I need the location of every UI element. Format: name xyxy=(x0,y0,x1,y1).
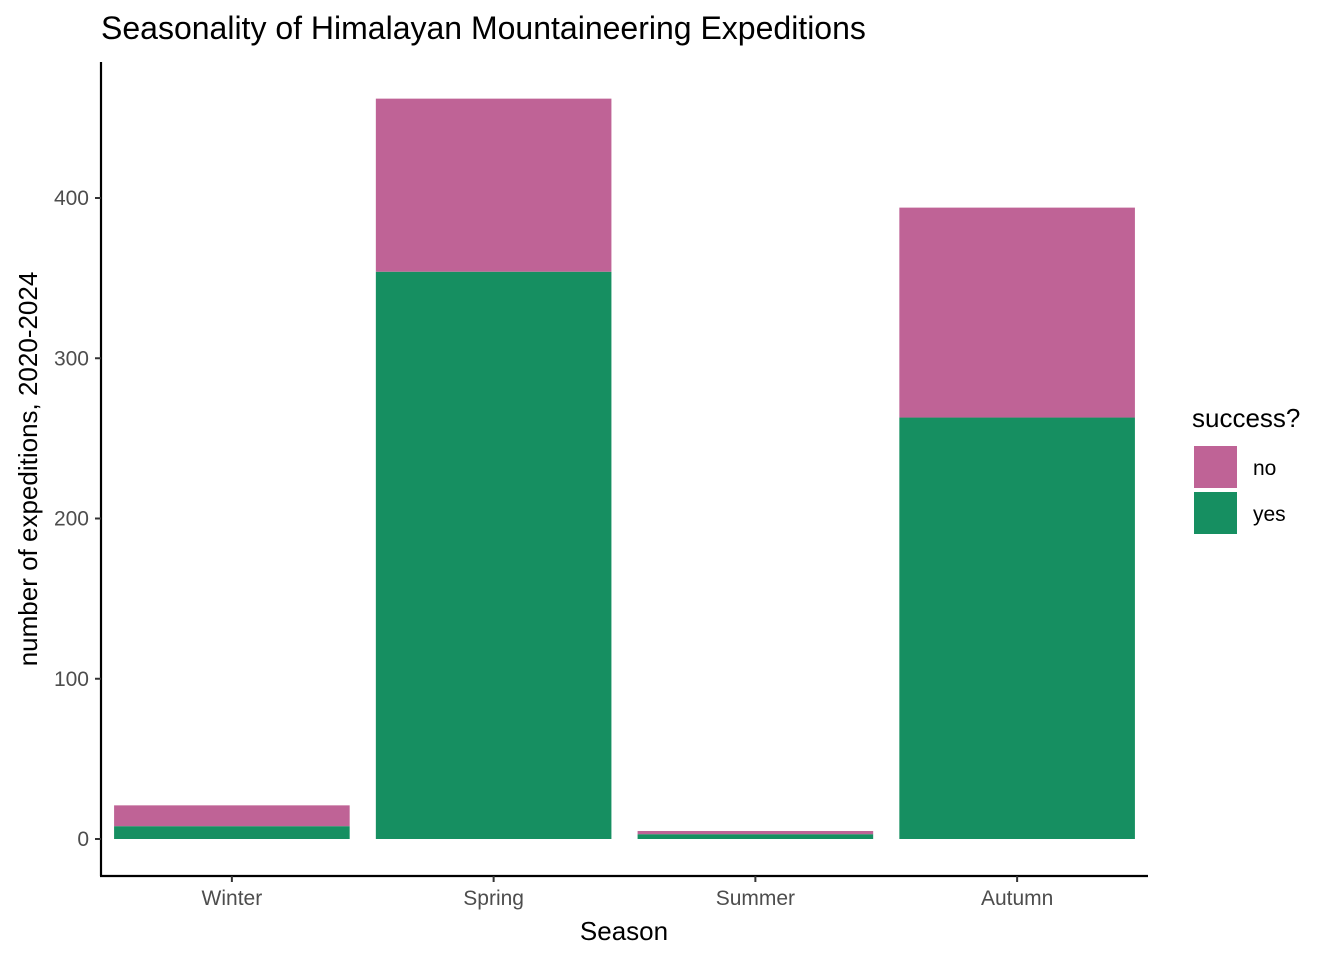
bar-autumn-no xyxy=(899,207,1135,418)
bar-winter-no xyxy=(114,805,350,827)
bar-spring-yes xyxy=(375,271,612,840)
x-tick-label: Autumn xyxy=(981,887,1053,910)
y-tick-label: 100 xyxy=(54,668,89,691)
bar-summer-yes xyxy=(637,834,874,839)
legend: success? no yes xyxy=(1192,403,1300,534)
legend-label-no: no xyxy=(1253,457,1276,480)
y-tick-label: 400 xyxy=(54,187,89,210)
y-tick-label: 0 xyxy=(77,828,89,851)
x-tick-label: Winter xyxy=(202,887,263,910)
y-tick-label: 200 xyxy=(54,508,89,531)
legend-title: success? xyxy=(1192,403,1300,433)
legend-items-group: no yes xyxy=(1194,446,1286,534)
y-tick-label: 300 xyxy=(54,347,89,370)
bar-winter-yes xyxy=(114,826,350,839)
legend-label-yes: yes xyxy=(1253,503,1286,526)
x-tick-label: Spring xyxy=(463,887,524,910)
legend-key-no xyxy=(1194,446,1237,488)
chart-title: Seasonality of Himalayan Mountaineering … xyxy=(101,10,866,46)
bar-autumn-yes xyxy=(899,417,1135,839)
y-axis-title: number of expeditions, 2020-2024 xyxy=(13,272,43,667)
bars-group xyxy=(114,98,1135,840)
y-ticks-group: 0 100 200 300 400 xyxy=(54,187,101,851)
bar-spring-no xyxy=(375,98,612,272)
x-ticks-group: Winter Spring Summer Autumn xyxy=(202,876,1053,910)
bar-summer-no xyxy=(637,830,874,835)
x-axis-title: Season xyxy=(580,916,668,946)
legend-key-yes xyxy=(1194,492,1237,534)
x-tick-label: Summer xyxy=(716,887,795,910)
